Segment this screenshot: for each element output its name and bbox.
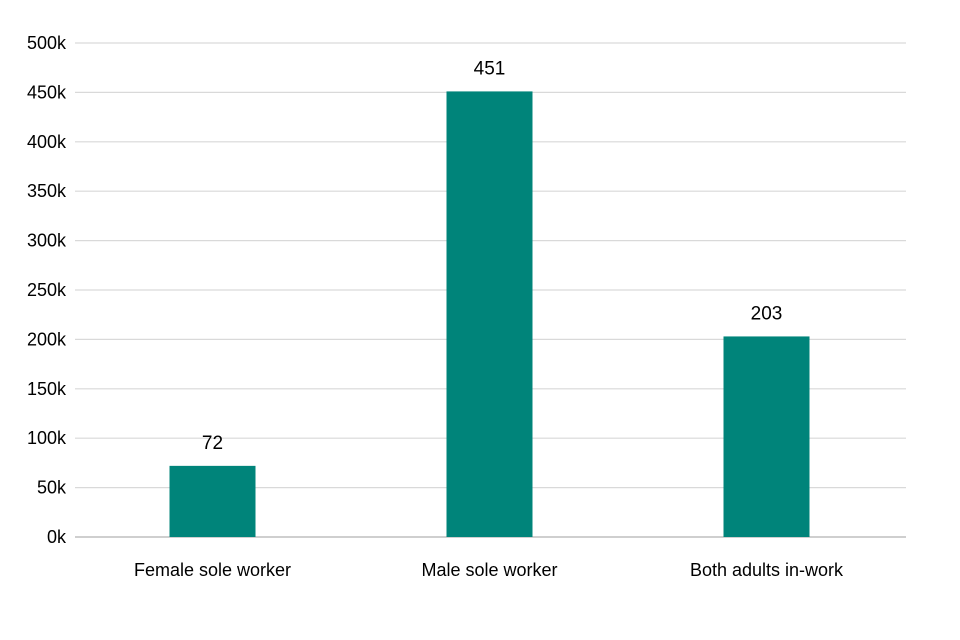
y-axis-ticks: 0k 50k 100k 150k 200k 250k 300k 350k 400k 450k 500…: [27, 33, 67, 547]
y-tick-label: 100k: [27, 428, 67, 448]
bar: [169, 465, 256, 537]
bar: [446, 91, 533, 538]
y-tick-label: 400k: [27, 132, 67, 152]
bar: [723, 336, 810, 537]
y-tick-label: 300k: [27, 231, 67, 251]
y-tick-label: 50k: [37, 478, 67, 498]
bar-value-label: 72: [202, 433, 223, 454]
bar-value-label: 451: [474, 58, 506, 79]
y-tick-label: 450k: [27, 82, 67, 102]
y-tick-label: 250k: [27, 280, 67, 300]
y-tick-label: 350k: [27, 181, 67, 201]
x-tick-label: Male sole worker: [421, 560, 557, 580]
x-axis-ticks: Female sole worker Male sole worker Both a…: [134, 560, 844, 580]
y-tick-label: 200k: [27, 329, 67, 349]
y-tick-label: 500k: [27, 33, 67, 53]
bar-value-label: 203: [751, 303, 783, 324]
data-labels: 72 451 203: [202, 58, 782, 453]
x-tick-label: Female sole worker: [134, 560, 291, 580]
y-tick-label: 150k: [27, 379, 67, 399]
x-tick-label: Both adults in-work: [690, 560, 844, 580]
y-tick-label: 0k: [47, 527, 67, 547]
bars: [169, 91, 810, 538]
